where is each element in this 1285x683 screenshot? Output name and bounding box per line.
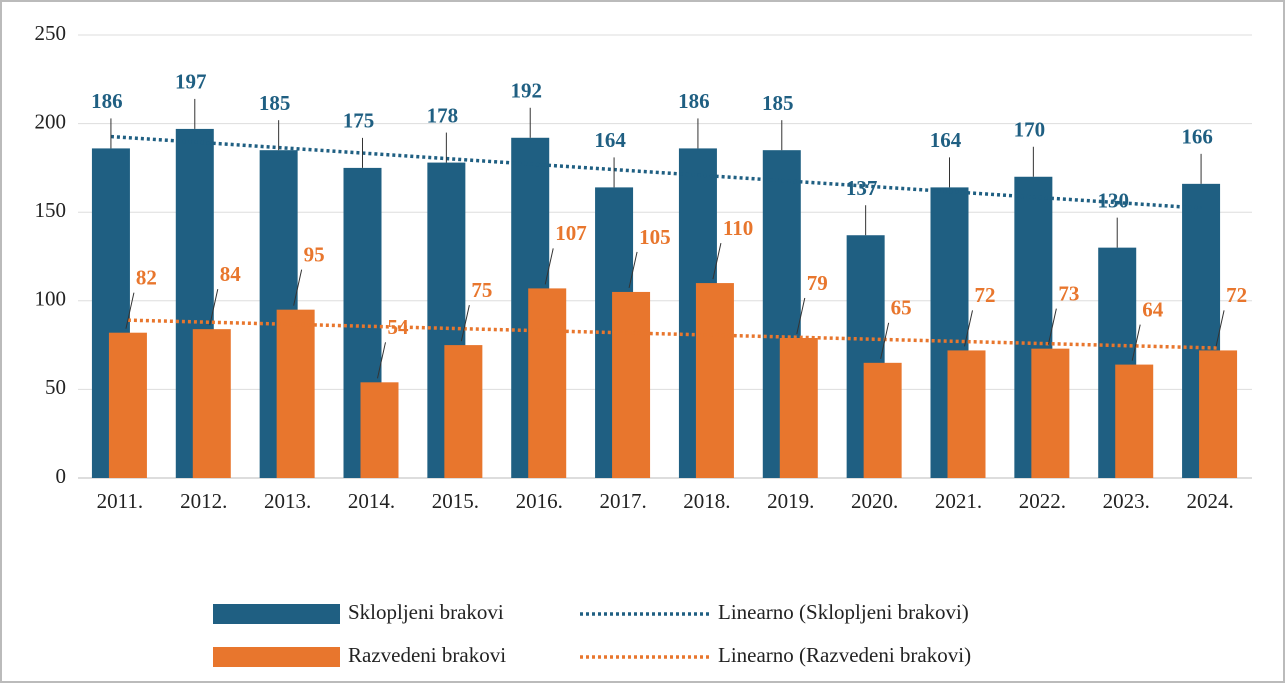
value-label: 170 <box>1014 118 1046 142</box>
value-label: 137 <box>846 176 878 200</box>
leader-line <box>1047 308 1057 345</box>
leader-line <box>796 297 806 335</box>
leader-line <box>880 322 890 359</box>
value-label: 166 <box>1181 125 1213 149</box>
x-tick-label: 2020. <box>851 489 898 513</box>
value-label: 73 <box>1058 281 1079 305</box>
legend-label: Razvedeni brakovi <box>348 643 506 667</box>
value-label: 164 <box>930 128 962 152</box>
value-label: 95 <box>304 242 325 266</box>
y-tick-label: 150 <box>35 198 67 222</box>
leader-line <box>125 292 135 329</box>
x-tick-label: 2016. <box>516 489 563 513</box>
y-tick-label: 250 <box>35 21 67 45</box>
x-tick-label: 2022. <box>1019 489 1066 513</box>
x-tick-label: 2014. <box>348 489 395 513</box>
leader-line <box>209 289 219 326</box>
x-tick-label: 2012. <box>180 489 227 513</box>
value-label: 185 <box>762 91 794 115</box>
x-tick-label: 2017. <box>599 489 646 513</box>
bar <box>947 350 986 478</box>
y-tick-label: 200 <box>35 109 67 133</box>
x-tick-label: 2015. <box>432 489 479 513</box>
value-label: 72 <box>975 283 996 307</box>
x-tick-label: 2024. <box>1186 489 1233 513</box>
leader-line <box>377 342 386 379</box>
leader-line <box>1131 324 1141 361</box>
value-label: 197 <box>175 70 207 94</box>
value-label: 164 <box>594 128 626 152</box>
value-label: 186 <box>678 89 710 113</box>
legend-swatch <box>213 604 340 624</box>
leader-line <box>544 248 554 285</box>
x-tick-label: 2019. <box>767 489 814 513</box>
leader-line <box>964 310 973 347</box>
legend-swatch <box>213 647 340 667</box>
trend-line <box>127 318 1219 350</box>
value-label: 105 <box>639 225 671 249</box>
value-label: 79 <box>807 271 828 295</box>
leader-line <box>293 269 303 306</box>
trend-line <box>110 134 1202 210</box>
y-tick-label: 100 <box>35 287 67 311</box>
bar <box>612 291 651 478</box>
bar <box>1115 364 1154 478</box>
value-label: 65 <box>891 296 912 320</box>
value-label: 84 <box>220 262 242 286</box>
bar <box>863 362 902 478</box>
bar <box>695 283 734 478</box>
bar <box>276 309 315 478</box>
value-label: 64 <box>1142 297 1164 321</box>
bar <box>1199 350 1238 478</box>
value-label: 107 <box>555 221 587 245</box>
value-label: 75 <box>471 278 492 302</box>
y-tick-label: 50 <box>45 375 66 399</box>
legend-label: Sklopljeni brakovi <box>348 600 504 624</box>
value-label: 185 <box>259 91 291 115</box>
bar <box>528 288 567 478</box>
y-tick-label: 0 <box>56 464 67 488</box>
value-label: 192 <box>510 79 542 103</box>
bar <box>779 338 818 478</box>
x-tick-label: 2013. <box>264 489 311 513</box>
bar <box>360 382 399 478</box>
value-label: 82 <box>136 266 157 290</box>
legend-label: Linearno (Sklopljeni brakovi) <box>718 600 969 624</box>
value-label: 175 <box>343 109 375 133</box>
x-tick-label: 2018. <box>683 489 730 513</box>
bar <box>1031 348 1070 478</box>
value-label: 130 <box>1097 188 1129 212</box>
leader-line <box>1215 310 1225 347</box>
value-label: 186 <box>91 89 123 113</box>
leader-line <box>628 251 638 289</box>
bar <box>108 332 147 478</box>
leader-line <box>460 304 470 342</box>
value-label: 110 <box>723 216 753 240</box>
x-tick-label: 2011. <box>97 489 143 513</box>
value-label: 54 <box>388 315 410 339</box>
bar <box>444 345 483 478</box>
value-label: 178 <box>427 103 459 127</box>
leader-line <box>712 242 722 280</box>
legend-label: Linearno (Razvedeni brakovi) <box>718 643 971 667</box>
x-tick-label: 2023. <box>1103 489 1150 513</box>
bar <box>192 329 231 478</box>
x-tick-label: 2021. <box>935 489 982 513</box>
value-label: 72 <box>1226 283 1247 307</box>
